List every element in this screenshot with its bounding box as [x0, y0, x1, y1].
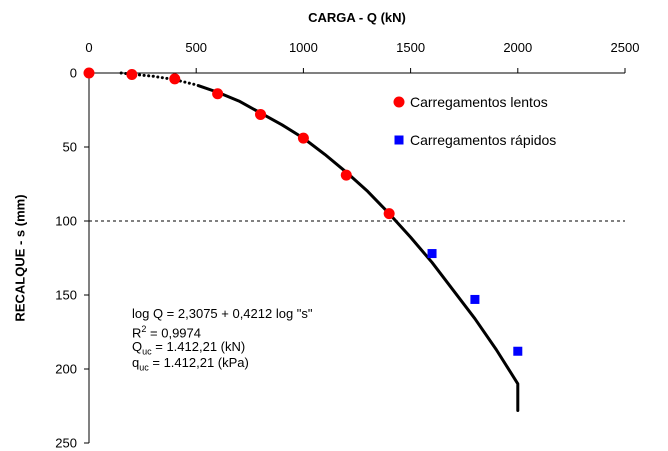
annotation-quc-kpa: quc = 1.412,21 (kPa) — [132, 355, 249, 376]
legend-marker-fast — [394, 135, 404, 145]
point-slow-load — [169, 73, 181, 85]
legend-markers — [393, 96, 405, 145]
x-axis-title: CARGA - Q (kN) — [308, 10, 406, 25]
quc2-value: = 1.412,21 (kPa) — [148, 355, 249, 370]
r2-label: R — [132, 325, 142, 341]
point-fast-load — [427, 249, 437, 259]
quc-label: Q — [132, 339, 143, 354]
point-slow-load — [83, 67, 95, 79]
point-slow-load — [383, 208, 395, 220]
legend-marker-slow — [393, 96, 405, 108]
quc2-label: q — [132, 355, 140, 370]
x-tick-label: 2500 — [611, 40, 640, 55]
legend-label-slow: Carregamentos lentos — [410, 94, 548, 110]
y-tick-label: 250 — [55, 436, 77, 451]
y-tick-label: 100 — [55, 214, 77, 229]
y-tick-label: 200 — [55, 362, 77, 377]
point-slow-load — [297, 132, 309, 144]
data-marks — [83, 67, 523, 356]
annotation-quc: Quc = 1.412,21 (kN) — [132, 339, 245, 360]
r2-superscript: 2 — [141, 324, 147, 334]
annotation-equation: log Q = 2,3075 + 0,4212 log "s" — [132, 306, 313, 321]
point-slow-load — [340, 169, 352, 181]
annotation-r2: R2 = 0,9974 — [132, 322, 201, 340]
y-tick-label: 0 — [70, 66, 77, 81]
x-tick-label: 1500 — [396, 40, 425, 55]
quc2-subscript: uc — [139, 362, 149, 373]
legend-label-fast: Carregamentos rápidos — [410, 132, 557, 148]
axes — [88, 72, 625, 443]
fit-curve — [119, 71, 520, 412]
point-fast-load — [513, 346, 523, 356]
y-tick-label: 50 — [63, 140, 77, 155]
y-ticks: 0 50 100 150 200 250 — [55, 66, 89, 451]
quc-value: = 1.412,21 (kN) — [151, 339, 246, 354]
point-fast-load — [470, 294, 480, 304]
point-slow-load — [126, 68, 138, 80]
x-tick-label: 1000 — [289, 40, 318, 55]
r2-value: = 0,9974 — [146, 325, 201, 341]
y-tick-label: 150 — [55, 288, 77, 303]
quc-subscript: uc — [142, 346, 152, 357]
point-slow-load — [255, 108, 267, 120]
x-tick-label: 0 — [85, 40, 92, 55]
x-tick-label: 500 — [185, 40, 207, 55]
x-tick-label: 2000 — [503, 40, 532, 55]
point-slow-load — [212, 88, 224, 100]
x-ticks: 0 500 1000 1500 2000 2500 — [85, 40, 639, 73]
